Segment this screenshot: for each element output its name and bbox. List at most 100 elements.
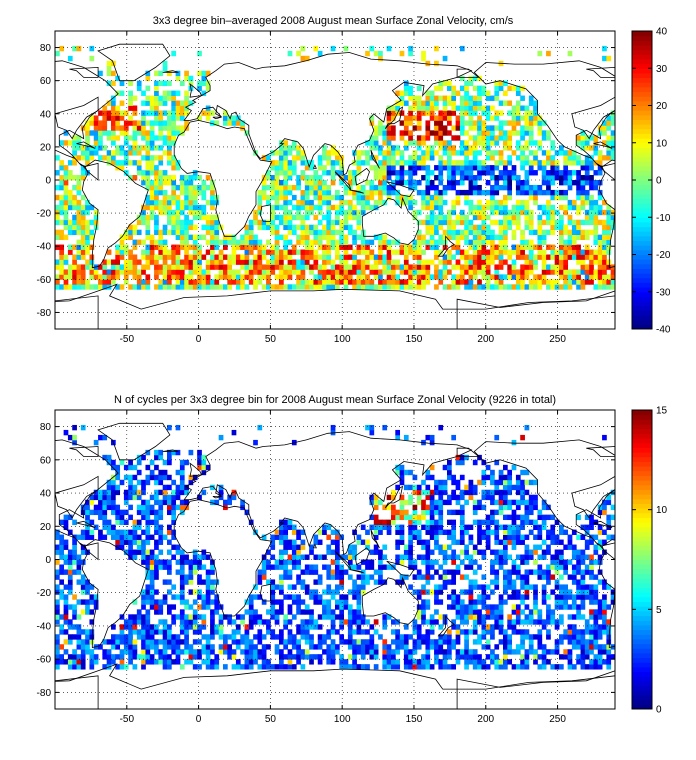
data-bin xyxy=(123,130,129,136)
data-bin xyxy=(205,654,211,660)
data-bin xyxy=(171,544,177,550)
data-bin xyxy=(580,279,586,285)
data-bin xyxy=(490,244,495,250)
data-bin xyxy=(494,95,500,101)
data-bin xyxy=(429,644,435,650)
data-bin xyxy=(507,110,513,116)
data-bin xyxy=(589,165,594,171)
data-bin xyxy=(67,244,73,250)
data-bin xyxy=(132,639,138,645)
data-bin xyxy=(434,224,439,231)
data-bin xyxy=(464,549,469,555)
data-bin xyxy=(76,145,82,151)
data-bin xyxy=(197,639,202,645)
data-bin xyxy=(300,239,306,245)
data-bin xyxy=(447,219,452,226)
data-bin xyxy=(580,559,586,565)
data-bin xyxy=(554,189,560,196)
data-bin xyxy=(507,594,513,600)
data-bin xyxy=(464,284,469,290)
data-bin xyxy=(399,90,405,96)
data-bin xyxy=(313,619,319,625)
data-bin xyxy=(291,184,297,191)
data-bin xyxy=(63,184,69,191)
data-bin xyxy=(85,649,90,655)
data-bin xyxy=(472,189,478,196)
data-bin xyxy=(472,649,478,655)
data-bin xyxy=(438,644,444,650)
data-bin xyxy=(386,135,392,141)
data-bin xyxy=(171,184,177,191)
data-bin xyxy=(339,614,345,620)
data-bin xyxy=(80,654,86,660)
data-bin xyxy=(429,155,435,161)
data-bin xyxy=(451,589,457,595)
data-bin xyxy=(576,204,581,211)
data-bin xyxy=(326,564,332,570)
data-bin xyxy=(421,269,426,275)
data-bin xyxy=(154,659,159,665)
data-bin xyxy=(524,180,530,186)
data-bin xyxy=(184,189,189,196)
data-bin xyxy=(184,284,189,290)
data-bin xyxy=(597,269,603,275)
data-bin xyxy=(438,614,444,620)
data-bin xyxy=(257,649,263,655)
data-bin xyxy=(352,170,357,176)
data-bin xyxy=(145,574,151,580)
data-bin xyxy=(602,264,607,270)
data-bin xyxy=(559,145,564,151)
data-bin xyxy=(451,95,457,101)
data-bin xyxy=(214,274,220,280)
data-bin xyxy=(559,189,564,196)
data-bin xyxy=(197,115,202,121)
data-bin xyxy=(459,654,465,660)
data-bin xyxy=(171,219,177,226)
data-bin xyxy=(416,639,422,645)
data-bin xyxy=(343,659,349,665)
data-bin xyxy=(227,644,233,650)
data-bin xyxy=(335,274,340,280)
data-bin xyxy=(296,214,301,221)
data-bin xyxy=(412,184,418,191)
data-bin xyxy=(115,135,121,141)
data-bin xyxy=(468,224,474,231)
data-bin xyxy=(210,180,215,186)
data-bin xyxy=(580,659,586,665)
data-bin xyxy=(356,599,362,605)
data-bin xyxy=(546,604,551,610)
data-bin xyxy=(55,599,60,605)
data-bin xyxy=(425,274,431,280)
data-bin xyxy=(59,589,65,595)
data-bin xyxy=(309,209,314,216)
data-bin xyxy=(533,194,538,201)
data-bin xyxy=(412,105,418,111)
data-bin xyxy=(511,110,517,116)
data-bin xyxy=(322,634,327,640)
data-bin xyxy=(395,150,401,156)
data-bin xyxy=(477,584,482,590)
data-bin xyxy=(184,219,189,226)
data-bin xyxy=(136,259,142,265)
data-bin xyxy=(335,194,340,201)
data-bin xyxy=(537,254,543,260)
data-bin xyxy=(343,184,349,191)
data-bin xyxy=(554,224,560,231)
data-bin xyxy=(248,654,254,660)
data-bin xyxy=(481,209,487,216)
data-bin xyxy=(498,609,504,615)
data-bin xyxy=(300,204,306,211)
coastline xyxy=(189,83,203,98)
data-bin xyxy=(464,140,469,146)
data-bin xyxy=(597,664,603,670)
data-bin xyxy=(369,269,375,275)
data-bin xyxy=(335,589,340,595)
data-bin xyxy=(554,284,560,290)
data-bin xyxy=(309,549,314,555)
data-bin xyxy=(438,95,444,101)
data-bin xyxy=(317,579,323,585)
data-bin xyxy=(317,184,323,191)
data-bin xyxy=(106,60,112,67)
data-bin xyxy=(339,229,345,236)
colorbar-step xyxy=(632,221,652,228)
